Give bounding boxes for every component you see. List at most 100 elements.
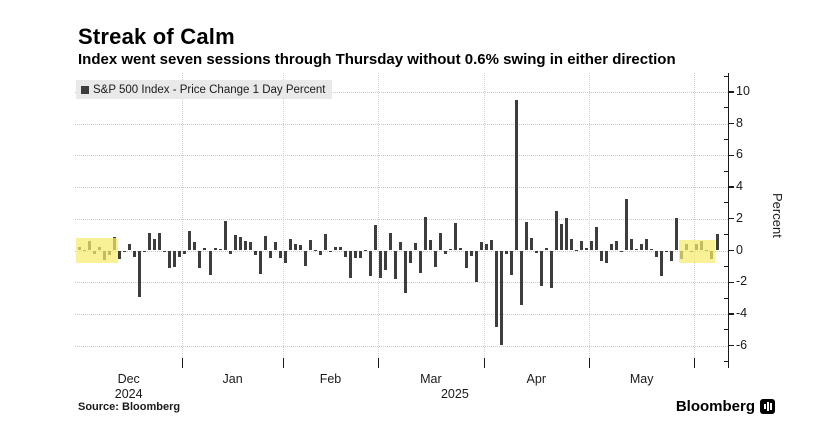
y-minor-tick [724,202,728,204]
x-month-tick [378,358,380,368]
y-tick-label: -2 [736,274,748,289]
y-axis-title: Percent [770,193,785,238]
bar [318,250,322,255]
bar [635,248,639,251]
y-major-tick [728,154,734,157]
x-month-tick [588,358,590,368]
bar [143,250,147,252]
bar [379,250,383,279]
bar [283,250,287,263]
bar [178,250,182,258]
bar [499,250,503,346]
y-minor-tick [724,170,728,172]
bar [650,249,654,251]
source-note: Source: Bloomberg [78,401,181,413]
bar [369,250,373,276]
x-month-label: Dec [117,372,140,386]
bar [434,250,438,268]
bar [474,250,478,282]
bar [153,238,157,251]
y-minor-tick [724,329,728,331]
bar [334,246,337,251]
bar [600,250,604,261]
legend-swatch-icon [81,85,89,94]
bar [544,248,548,251]
y-tick-label: 0 [736,242,743,257]
bar [569,238,573,251]
y-major-tick [728,123,734,125]
bar [258,250,262,274]
bar [579,241,583,251]
bar [564,218,568,251]
bar [158,233,162,251]
bar [479,241,483,251]
bar [288,239,292,251]
bar [268,250,272,258]
x-month-label: Mar [420,372,442,386]
y-major-tick [728,91,734,93]
bar [444,250,448,254]
y-tick-label: 6 [736,147,743,162]
bar [554,210,558,251]
y-axis-line [728,73,730,368]
bar [168,250,172,269]
y-major-tick [728,186,734,188]
bar [349,250,353,278]
bar [364,249,368,251]
bar [389,232,393,251]
bar [529,237,533,251]
y-gridline [75,345,728,347]
bar [354,250,358,259]
legend-label: S&P 500 Index - Price Change 1 Day Perce… [93,83,326,96]
y-minor-tick [724,107,728,109]
y-minor-tick [724,138,728,140]
page-title: Streak of Calm [78,24,235,49]
bar [173,250,177,268]
bar [203,247,207,251]
bar [419,250,423,273]
bar [118,250,122,260]
y-major-tick [728,281,734,283]
x-month-tick [282,358,284,368]
y-minor-tick [724,297,728,299]
bar [469,250,473,256]
bar [489,239,493,251]
x-month-tick [694,358,696,368]
bar [484,244,488,251]
bar [293,244,297,251]
y-gridline [75,123,728,125]
bar [655,250,659,257]
chart-subtitle: Index went seven sessions through Thursd… [78,51,676,68]
bar [509,250,513,276]
bar [328,250,332,252]
y-major-tick [728,249,734,252]
y-gridline [75,187,728,189]
bar [228,250,232,254]
bar [233,234,237,251]
bloomberg-logo-icon [760,399,775,414]
bar [148,233,152,251]
bar [584,248,588,251]
bar [243,240,247,251]
bar [424,216,428,251]
bar [253,250,257,256]
bar [534,250,538,254]
bar [123,250,127,252]
legend: S&P 500 Index - Price Change 1 Day Perce… [76,80,333,99]
y-tick-label: 4 [736,179,743,194]
month-gridline [694,73,696,368]
month-gridline [282,73,284,368]
bar [404,250,408,294]
bar [183,250,187,254]
x-year-label: 2025 [440,387,469,401]
y-gridline [75,218,728,220]
bar [323,234,327,251]
bar [339,246,343,251]
x-month-label: Jan [222,372,243,386]
bar [273,242,277,251]
x-month-tick [182,358,184,368]
bar [308,239,312,251]
bar [640,243,644,251]
bar [414,242,418,251]
